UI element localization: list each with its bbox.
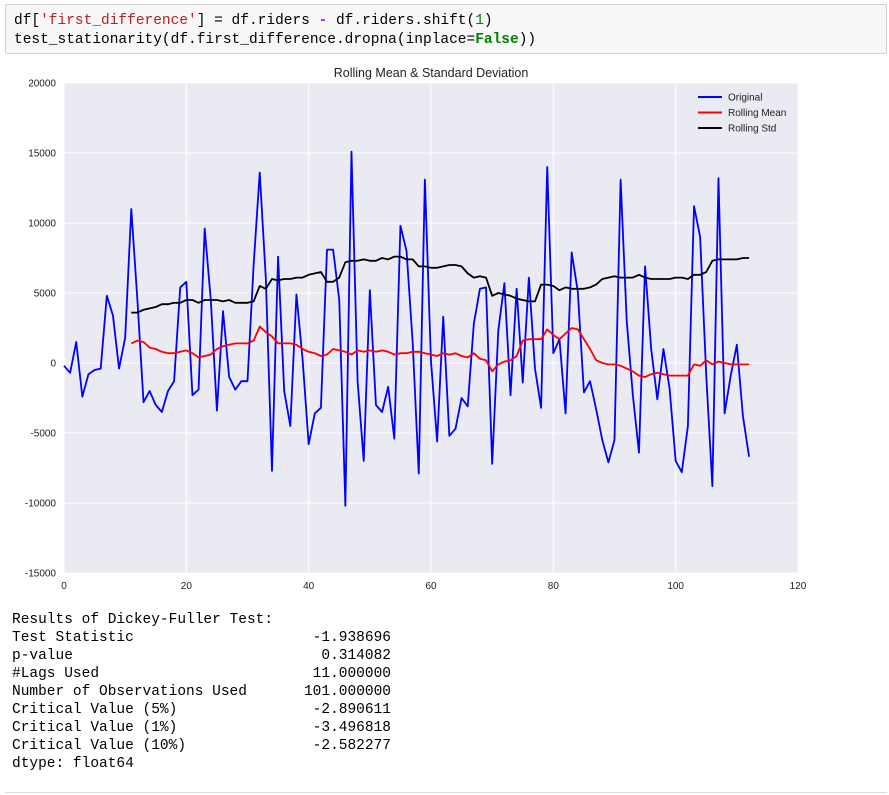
code-line: df['first_difference'] = df.riders - df.… (14, 13, 493, 29)
result-label: Critical Value (10%) (12, 738, 187, 754)
result-label: p-value (12, 648, 73, 664)
chart: Rolling Mean & Standard Deviation -15000… (25, 66, 807, 592)
x-tick-label: 80 (548, 581, 560, 592)
result-label: Test Statistic (12, 630, 134, 646)
output-heading: Results of Dickey-Fuller Test: (12, 612, 274, 628)
x-tick-label: 20 (181, 581, 193, 592)
result-value: -3.496818 (312, 720, 391, 736)
code-token: test_stationarity(df.first_difference.dr… (14, 32, 476, 48)
y-tick-label: 20000 (28, 79, 56, 90)
code-cell[interactable]: df['first_difference'] = df.riders - df.… (5, 4, 887, 54)
result-label: Number of Observations Used (12, 684, 247, 700)
y-tick-label: -10000 (25, 499, 57, 510)
chart-title: Rolling Mean & Standard Deviation (334, 66, 529, 80)
code-keyword: False (475, 32, 519, 48)
data-line (131, 255, 750, 314)
code-operator: - (318, 13, 328, 29)
x-tick-label: 40 (303, 581, 315, 592)
result-label: #Lags Used (12, 666, 100, 682)
result-value: 0.314082 (321, 648, 391, 664)
result-label: Critical Value (5%) (12, 702, 178, 718)
y-tick-label: 0 (50, 359, 56, 370)
result-value: 11.000000 (312, 666, 391, 682)
y-tick-label: -15000 (25, 569, 57, 580)
x-tick-label: 60 (425, 581, 437, 592)
data-line (130, 325, 750, 378)
result-value: 101.000000 (303, 684, 391, 700)
code-token: ) (483, 13, 493, 29)
code-token: df.riders.shift( (327, 13, 476, 29)
result-value: -1.938696 (312, 630, 391, 646)
y-tick-label: 5000 (34, 289, 57, 300)
legend-label: Original (728, 93, 762, 104)
y-tick-label: 15000 (28, 149, 56, 160)
code-token: )) (518, 32, 537, 48)
result-value: -2.890611 (312, 702, 391, 718)
code-string: 'first_difference' (40, 13, 197, 29)
result-value: -2.582277 (312, 738, 391, 754)
x-tick-label: 0 (61, 581, 67, 592)
x-tick-label: 120 (790, 581, 807, 592)
code-line: test_stationarity(df.first_difference.dr… (14, 32, 536, 48)
x-tick-label: 100 (667, 581, 684, 592)
data-line (63, 150, 750, 507)
output-footer: dtype: float64 (12, 756, 134, 772)
code-token: df[ (14, 13, 41, 29)
code-number: 1 (475, 13, 484, 29)
legend-label: Rolling Std (728, 124, 776, 135)
code-token: ] = df.riders (196, 13, 319, 29)
legend-label: Rolling Mean (728, 108, 786, 119)
result-label: Critical Value (1%) (12, 720, 178, 736)
cell-separator (5, 792, 887, 793)
y-tick-label: 10000 (28, 219, 56, 230)
y-tick-label: -5000 (30, 429, 56, 440)
